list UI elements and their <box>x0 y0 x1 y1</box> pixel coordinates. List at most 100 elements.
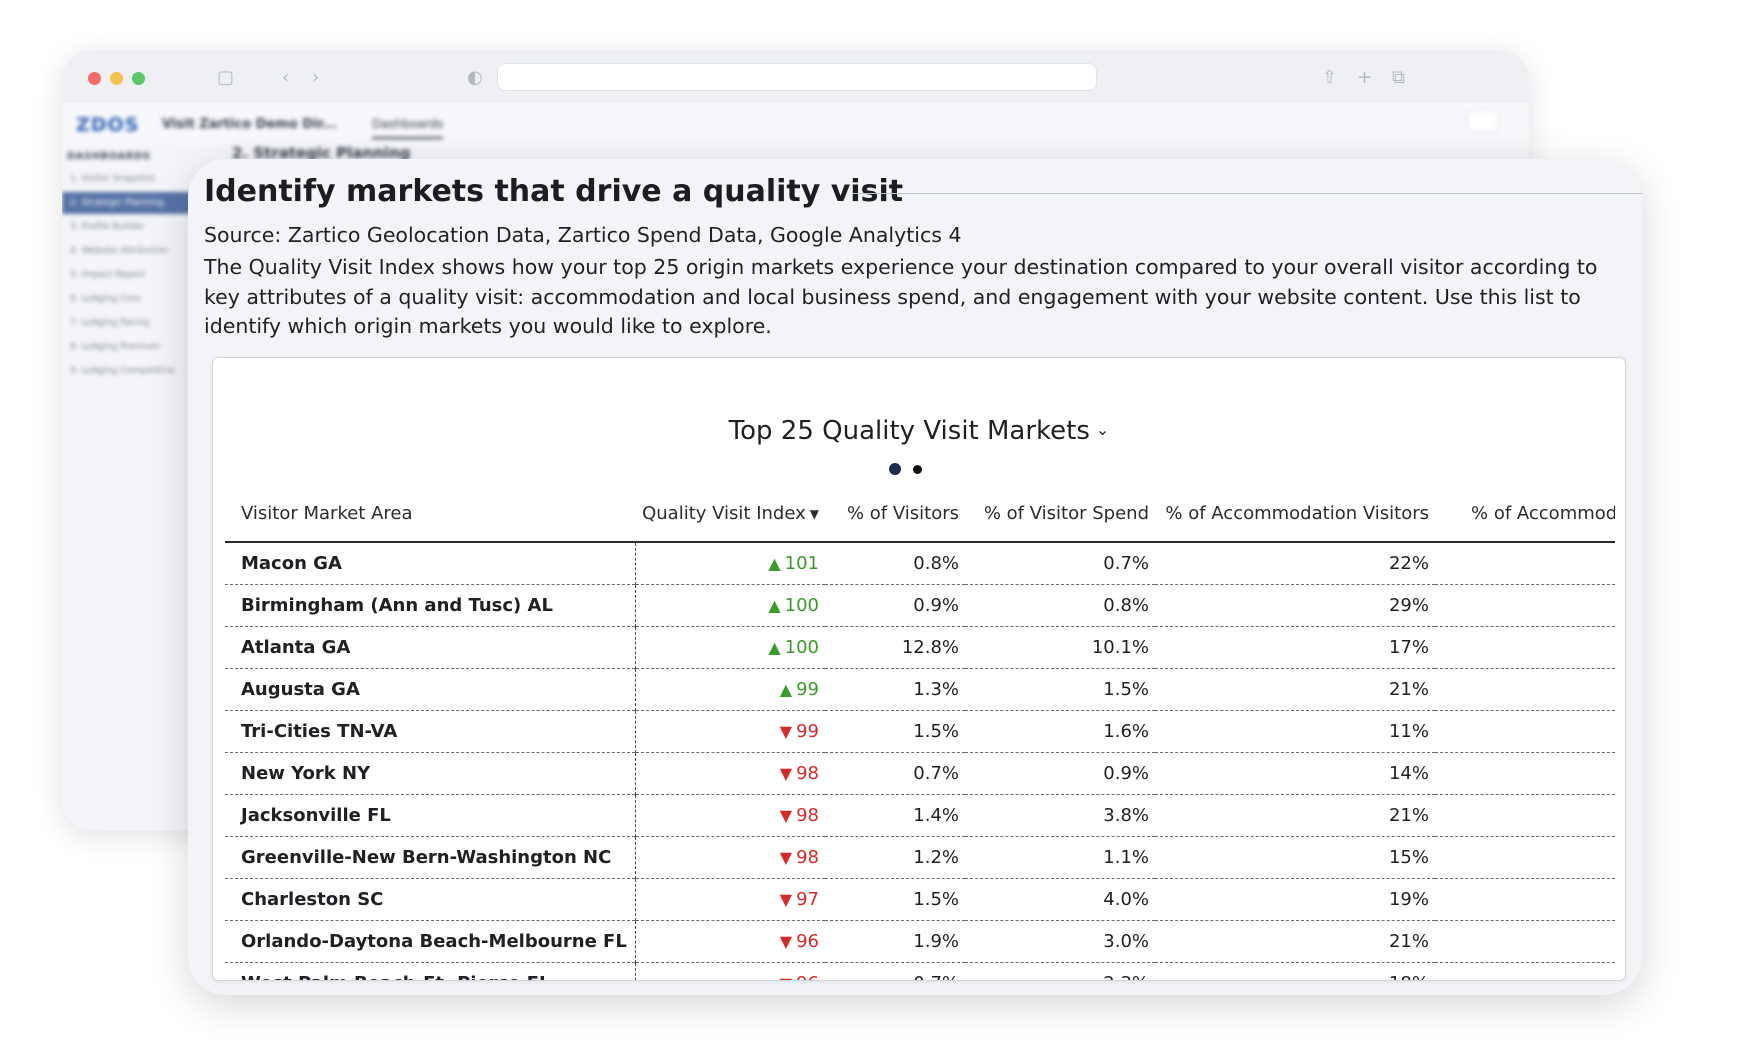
quality-index-value: 98 <box>796 762 819 784</box>
visitor-spend-pct: 3.8% <box>1103 804 1149 826</box>
tabs-overview-icon[interactable]: ⧉ <box>1392 67 1405 88</box>
table-row[interactable]: Atlanta GA ▲ 100 12.8% 10.1% 17% <box>225 626 1615 668</box>
sidebar-item-lodging-premium[interactable]: 8. Lodging Premium <box>70 342 161 352</box>
column-header-visitor-spend[interactable]: % of Visitor Spend <box>983 503 1149 524</box>
market-name: Jacksonville FL <box>225 794 636 836</box>
accommodation-clipped-cell <box>1435 626 1615 668</box>
back-icon[interactable]: ‹ <box>282 67 290 88</box>
triangle-down-icon: ▼ <box>779 889 793 909</box>
sidebar-item-lodging-core[interactable]: 6. Lodging Core <box>70 294 141 304</box>
accommodation-visitors-pct: 21% <box>1388 930 1429 952</box>
visitor-spend-pct: 4.0% <box>1103 888 1149 910</box>
table-title-dropdown[interactable]: Top 25 Quality Visit Markets ⌄ <box>213 416 1625 446</box>
visitors-pct: 1.2% <box>913 846 959 868</box>
accommodation-clipped-cell <box>1435 710 1615 752</box>
column-header-quality-index[interactable]: Quality Visit Index ▼ <box>635 486 825 542</box>
quality-index-cell: ▲ 100 <box>635 584 825 626</box>
table-title: Top 25 Quality Visit Markets <box>728 416 1090 446</box>
sidebar-item-impact-report[interactable]: 5. Impact Report <box>70 270 146 280</box>
sidebar-item-website-attribution[interactable]: 4. Website Attribution <box>70 246 169 256</box>
quality-index-cell: ▼ 96 <box>635 962 825 981</box>
table-row[interactable]: Charleston SC ▼ 97 1.5% 4.0% 19% <box>225 878 1615 920</box>
visitors-pct: 12.8% <box>901 636 959 658</box>
quality-visit-panel: Identify markets that drive a quality vi… <box>188 159 1642 995</box>
accommodation-clipped-cell <box>1435 878 1615 920</box>
triangle-down-icon: ▼ <box>779 805 793 825</box>
close-window-icon[interactable] <box>88 72 101 85</box>
accommodation-visitors-pct: 22% <box>1388 552 1429 574</box>
visitor-spend-pct: 1.1% <box>1103 846 1149 868</box>
visitors-pct: 1.5% <box>913 888 959 910</box>
sidebar-toggle-icon[interactable]: ▢ <box>217 67 235 88</box>
visitor-spend-pct: 10.1% <box>1091 636 1149 658</box>
accommodation-clipped-cell <box>1435 752 1615 794</box>
market-name: Augusta GA <box>225 668 636 710</box>
table-row[interactable]: West Palm Beach-Ft. Pierce FL ▼ 96 0.7%2.3%… <box>225 962 1615 981</box>
quality-index-value: 96 <box>796 973 819 981</box>
accommodation-visitors-pct: 21% <box>1388 804 1429 826</box>
accommodation-visitors-pct: 18% <box>1155 962 1435 981</box>
accommodation-clipped-cell <box>1435 836 1615 878</box>
address-bar[interactable] <box>497 63 1097 91</box>
sidebar-item-profile-builder[interactable]: 3. Profile Builder <box>70 222 145 232</box>
column-header-label: Quality Visit Index <box>642 503 806 524</box>
accommodation-clipped-cell <box>1435 584 1615 626</box>
page-dot-2[interactable] <box>913 465 922 474</box>
accommodation-visitors-pct: 15% <box>1388 846 1429 868</box>
column-header-accommodation-clipped[interactable]: % of Accommoda <box>1471 503 1615 524</box>
app-header-button[interactable] <box>1467 110 1499 132</box>
column-header-market[interactable]: Visitor Market Area <box>241 503 413 524</box>
sidebar-item-lodging-competitive[interactable]: 9. Lodging Competitive <box>70 366 175 376</box>
minimize-window-icon[interactable] <box>110 72 123 85</box>
sidebar-item-visitor-snapshot[interactable]: 1. Visitor Snapshot <box>70 174 155 184</box>
quality-index-cell: ▼ 99 <box>635 710 825 752</box>
title-divider <box>852 193 1642 194</box>
table-row[interactable]: Birmingham (Ann and Tusc) AL ▲ 100 0.9% 0.8%… <box>225 584 1615 626</box>
maximize-window-icon[interactable] <box>132 72 145 85</box>
table-row[interactable]: Greenville-New Bern-Washington NC ▼ 98 1.2%… <box>225 836 1615 878</box>
visitor-spend-pct: 1.5% <box>1103 678 1149 700</box>
market-name: New York NY <box>225 752 636 794</box>
triangle-up-icon: ▲ <box>768 595 781 615</box>
sort-down-icon[interactable]: ▼ <box>809 507 819 521</box>
visitors-pct: 0.7% <box>913 762 959 784</box>
page-dot-1[interactable] <box>889 463 901 475</box>
app-workspace-title[interactable]: Visit Zartico Demo Dir... <box>162 117 337 132</box>
quality-index-cell: ▲ 99 <box>635 668 825 710</box>
accommodation-visitors-pct: 19% <box>1388 888 1429 910</box>
visitor-spend-pct: 1.6% <box>1103 720 1149 742</box>
quality-index-cell: ▲ 101 <box>635 542 825 584</box>
visitors-pct: 0.7% <box>825 962 965 981</box>
market-name: Greenville-New Bern-Washington NC <box>225 836 636 878</box>
sidebar-item-strategic-planning[interactable]: 2. Strategic Planning <box>62 192 192 214</box>
visitor-spend-pct: 0.7% <box>1103 552 1149 574</box>
accommodation-visitors-pct: 29% <box>1388 594 1429 616</box>
table-row[interactable]: Jacksonville FL ▼ 98 1.4% 3.8% 21% <box>225 794 1615 836</box>
accommodation-clipped-cell <box>1435 542 1615 584</box>
table-row[interactable]: Augusta GA ▲ 99 1.3% 1.5% 21% <box>225 668 1615 710</box>
column-header-accommodation-visitors[interactable]: % of Accommodation Visitors <box>1165 503 1429 524</box>
table-row[interactable]: Macon GA ▲ 101 0.8% 0.7% 22% <box>225 542 1615 584</box>
accommodation-visitors-pct: 17% <box>1388 636 1429 658</box>
breadcrumb: 2. Strategic Planning <box>232 144 411 162</box>
quality-index-value: 96 <box>796 930 819 952</box>
forward-icon[interactable]: › <box>312 67 320 88</box>
visitor-spend-pct: 3.0% <box>1103 930 1149 952</box>
table-row[interactable]: Orlando-Daytona Beach-Melbourne FL ▼ 96 1.9… <box>225 920 1615 962</box>
quality-index-value: 99 <box>796 678 819 700</box>
table-row[interactable]: New York NY ▼ 98 0.7% 0.9% 14% <box>225 752 1615 794</box>
new-tab-icon[interactable]: + <box>1357 67 1373 88</box>
share-icon[interactable]: ⇧ <box>1322 67 1338 88</box>
quality-index-cell: ▲ 100 <box>635 626 825 668</box>
column-header-visitors[interactable]: % of Visitors <box>846 503 959 524</box>
table-row[interactable]: Tri-Cities TN-VA ▼ 99 1.5% 1.6% 11% <box>225 710 1615 752</box>
sidebar-item-lodging-pacing[interactable]: 7. Lodging Pacing <box>70 318 150 328</box>
tab-dashboards[interactable]: Dashboards <box>372 117 444 139</box>
panel-description: The Quality Visit Index shows how your t… <box>204 255 1598 338</box>
triangle-down-icon: ▼ <box>779 721 793 741</box>
privacy-icon: ◐ <box>467 67 483 88</box>
chevron-down-icon[interactable]: ⌄ <box>1095 420 1110 439</box>
visitors-pct: 1.3% <box>913 678 959 700</box>
market-name: Atlanta GA <box>225 626 636 668</box>
visitors-pct: 1.9% <box>913 930 959 952</box>
